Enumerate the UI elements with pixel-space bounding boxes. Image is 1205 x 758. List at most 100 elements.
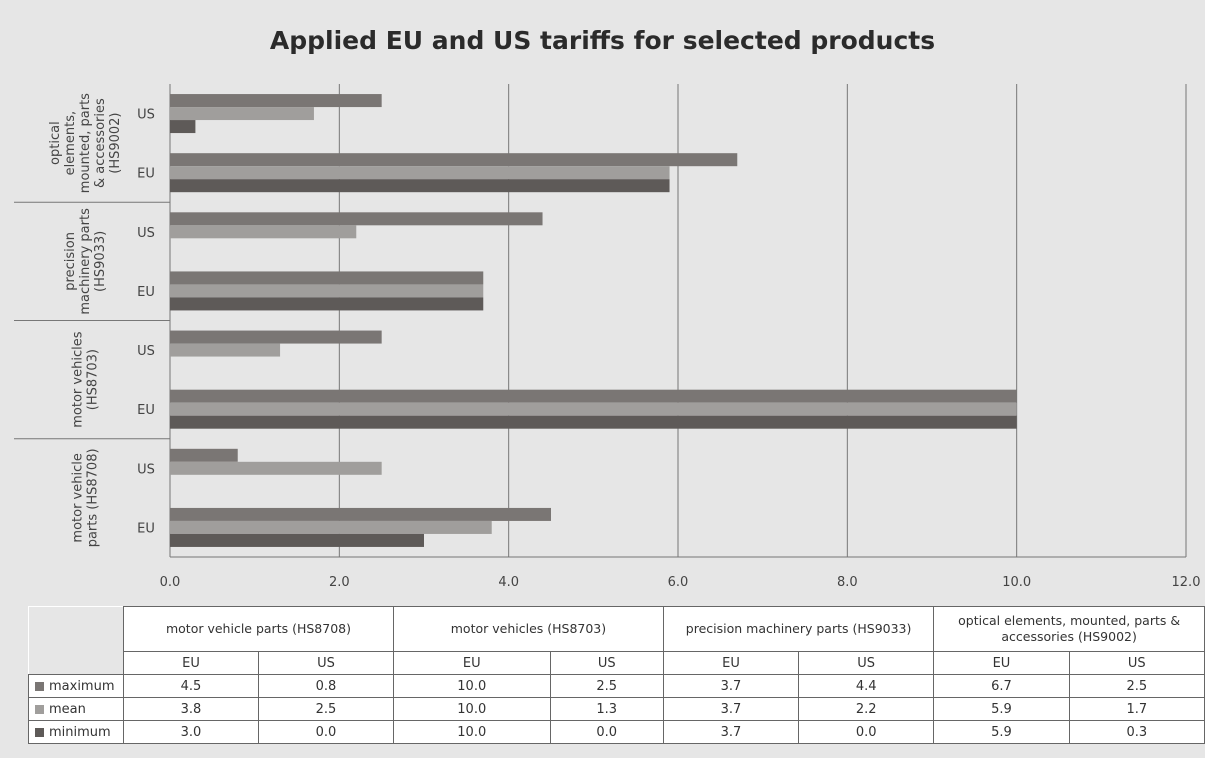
table-cell: 10.0 bbox=[392, 720, 551, 744]
bar-maximum bbox=[170, 448, 238, 462]
legend-label: maximum bbox=[49, 678, 115, 694]
category-axis-label: elements, bbox=[63, 111, 78, 176]
table-cell: 6.7 bbox=[933, 674, 1070, 698]
legend-key bbox=[35, 681, 44, 691]
table-cell: 1.3 bbox=[549, 697, 664, 721]
bar-maximum bbox=[170, 94, 382, 108]
x-tick-label: 6.0 bbox=[668, 575, 689, 590]
bar-mean bbox=[170, 225, 357, 239]
table-header-label: motor vehicles (HS8703) bbox=[450, 621, 607, 636]
subcategory-label: US bbox=[137, 344, 155, 359]
table-header-label-line: accessories (HS9002) bbox=[1001, 629, 1137, 644]
table-body: maximum 4.5 0.8 10.0 2.5 3.7 4.4 6.7 2.5 mean 3.8 2… bbox=[28, 674, 1205, 744]
category-axis-label: mounted, parts bbox=[78, 93, 93, 193]
table-header-label: precision machinery parts (HS9033) bbox=[685, 621, 912, 636]
bar-minimum bbox=[170, 415, 1017, 429]
bar-maximum bbox=[170, 330, 382, 344]
bar-minimum bbox=[170, 120, 196, 134]
table-subcolumn-header: EU bbox=[123, 651, 259, 675]
table-row: mean 3.8 2.5 10.0 1.3 3.7 2.2 5.9 1.7 bbox=[28, 697, 1205, 721]
x-tick-label: 12.0 bbox=[1172, 575, 1201, 590]
bar-minimum bbox=[170, 297, 484, 311]
table-subcolumn-header: EU bbox=[392, 651, 551, 675]
legend-label: mean bbox=[49, 701, 86, 717]
table-cell: 3.8 bbox=[123, 697, 259, 721]
table-series-header: mean bbox=[28, 697, 124, 721]
bar-maximum bbox=[170, 153, 738, 167]
table-header-hs8703: motor vehicles (HS8703) bbox=[392, 606, 664, 652]
table-cell: 3.7 bbox=[662, 697, 800, 721]
bar-mean bbox=[170, 402, 1017, 416]
bar-maximum bbox=[170, 389, 1017, 403]
table-cell: 3.7 bbox=[662, 720, 800, 744]
table-subcolumn-header: US bbox=[798, 651, 935, 675]
category-axis-label: machinery parts bbox=[78, 208, 93, 315]
table-cell: 2.5 bbox=[1068, 674, 1205, 698]
bar-mean bbox=[170, 284, 484, 298]
table-cell: 0.0 bbox=[798, 720, 935, 744]
category-axis-label: (HS9002) bbox=[108, 112, 123, 173]
bar-mean bbox=[170, 520, 492, 534]
table-subcolumn-header: EU bbox=[933, 651, 1070, 675]
table-cell: 1.7 bbox=[1068, 697, 1205, 721]
table-cell: 0.0 bbox=[257, 720, 394, 744]
table-cell: 2.5 bbox=[257, 697, 394, 721]
data-table: motor vehicle parts (HS8708) motor vehic… bbox=[28, 606, 1205, 744]
table-cell: 2.5 bbox=[549, 674, 664, 698]
subcategory-label: EU bbox=[137, 167, 155, 182]
table-subcolumn-header: US bbox=[257, 651, 394, 675]
table-subcolumn-header: US bbox=[549, 651, 664, 675]
bar-maximum bbox=[170, 507, 551, 521]
subcategory-label: EU bbox=[137, 403, 155, 418]
table-cell: 0.3 bbox=[1068, 720, 1205, 744]
bar-minimum bbox=[170, 533, 424, 547]
table-cell: 5.9 bbox=[933, 697, 1070, 721]
subcategory-label: EU bbox=[137, 285, 155, 300]
bar-minimum bbox=[170, 179, 670, 193]
table-cell: 2.2 bbox=[798, 697, 935, 721]
x-tick-label: 2.0 bbox=[329, 575, 350, 590]
table-corner-cell bbox=[28, 606, 124, 675]
table-cell: 10.0 bbox=[392, 697, 551, 721]
bar-mean bbox=[170, 461, 382, 475]
category-axis-label: & accessories bbox=[93, 98, 108, 188]
x-tick-label: 8.0 bbox=[837, 575, 858, 590]
category-axis-label: parts (HS8708) bbox=[86, 448, 101, 547]
subcategory-label: EU bbox=[137, 521, 155, 536]
table-cell: 4.4 bbox=[798, 674, 935, 698]
category-axis-label: (HS9033) bbox=[93, 231, 108, 292]
table-header-hs9002: optical elements, mounted, parts & acces… bbox=[933, 606, 1205, 652]
table-cell: 0.0 bbox=[549, 720, 664, 744]
table-cell: 4.5 bbox=[123, 674, 259, 698]
table-cell: 10.0 bbox=[392, 674, 551, 698]
legend-key bbox=[35, 704, 44, 714]
table-header-label: motor vehicle parts (HS8708) bbox=[165, 621, 351, 636]
bar-mean bbox=[170, 343, 281, 357]
chart-title: Applied EU and US tariffs for selected p… bbox=[269, 26, 936, 55]
bar-mean bbox=[170, 166, 670, 180]
table-subcolumn-row: EU US EU US EU US EU US bbox=[29, 651, 1205, 675]
table-cell: 0.8 bbox=[257, 674, 394, 698]
table-cell: 5.9 bbox=[933, 720, 1070, 744]
x-tick-label: 4.0 bbox=[498, 575, 519, 590]
x-tick-label: 0.0 bbox=[160, 575, 181, 590]
category-axis-label: precision bbox=[63, 232, 78, 291]
category-axis-label: motor vehicles bbox=[71, 331, 86, 427]
table-category-header-row: motor vehicle parts (HS8708) motor vehic… bbox=[28, 606, 1205, 675]
legend-key bbox=[35, 727, 44, 737]
table-row: maximum 4.5 0.8 10.0 2.5 3.7 4.4 6.7 2.5 bbox=[28, 674, 1205, 698]
table-cell: 3.7 bbox=[662, 674, 800, 698]
category-axis-label: (HS8703) bbox=[86, 349, 101, 410]
legend-label: minimum bbox=[49, 724, 111, 740]
bar-mean bbox=[170, 107, 314, 121]
table-cell: 3.0 bbox=[123, 720, 259, 744]
table-subcolumn-header: EU bbox=[662, 651, 800, 675]
subcategory-label: US bbox=[137, 108, 155, 123]
table-header-hs8708: motor vehicle parts (HS8708) bbox=[123, 606, 394, 652]
table-subcolumn-header: US bbox=[1068, 651, 1205, 675]
table-row: minimum 3.0 0.0 10.0 0.0 3.7 0.0 5.9 0.3 bbox=[28, 720, 1205, 744]
table-series-header: maximum bbox=[28, 674, 124, 698]
subcategory-label: US bbox=[137, 462, 155, 477]
subcategory-label: US bbox=[137, 226, 155, 241]
